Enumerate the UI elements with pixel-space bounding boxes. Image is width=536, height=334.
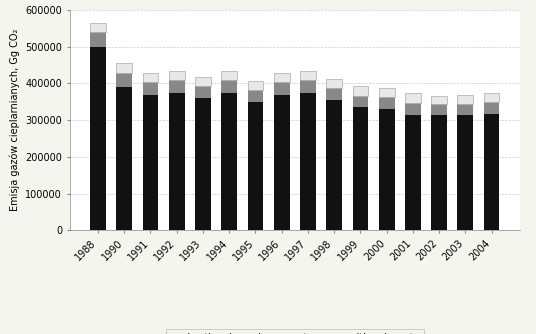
Bar (326, 88, 342, 100)
Bar (248, 102, 263, 230)
Bar (405, 115, 421, 230)
Bar (221, 80, 237, 93)
Bar (457, 95, 473, 104)
Bar (300, 93, 316, 230)
Bar (90, 23, 106, 32)
Bar (169, 80, 184, 93)
Bar (274, 95, 289, 230)
Bar (326, 100, 342, 230)
Bar (143, 95, 158, 230)
Bar (274, 73, 289, 82)
Bar (326, 79, 342, 88)
Bar (195, 77, 211, 86)
Bar (221, 93, 237, 230)
Bar (353, 96, 368, 107)
Bar (169, 71, 184, 80)
Bar (195, 86, 211, 98)
Bar (221, 71, 237, 80)
Bar (379, 98, 394, 109)
Bar (457, 116, 473, 230)
Legend: dwutlenek węgla, metan, podtlenek azotu: dwutlenek węgla, metan, podtlenek azotu (166, 329, 423, 334)
Bar (248, 90, 263, 102)
Bar (195, 98, 211, 230)
Bar (379, 88, 394, 98)
Bar (353, 107, 368, 230)
Bar (300, 80, 316, 93)
Bar (90, 32, 106, 47)
Bar (379, 109, 394, 230)
Bar (483, 102, 500, 114)
Bar (116, 73, 132, 87)
Bar (248, 81, 263, 90)
Bar (143, 82, 158, 95)
Bar (353, 87, 368, 96)
Bar (300, 71, 316, 80)
Bar (483, 114, 500, 230)
Bar (116, 87, 132, 230)
Bar (431, 115, 447, 230)
Bar (274, 82, 289, 95)
Bar (90, 47, 106, 230)
Bar (483, 93, 500, 102)
Bar (457, 104, 473, 116)
Bar (405, 103, 421, 115)
Bar (431, 104, 447, 115)
Bar (405, 94, 421, 103)
Bar (431, 96, 447, 104)
Y-axis label: Emisja gazów cieplarnianych, Gg CO₂: Emisja gazów cieplarnianych, Gg CO₂ (9, 29, 20, 211)
Bar (169, 93, 184, 230)
Bar (116, 63, 132, 73)
Bar (143, 73, 158, 82)
